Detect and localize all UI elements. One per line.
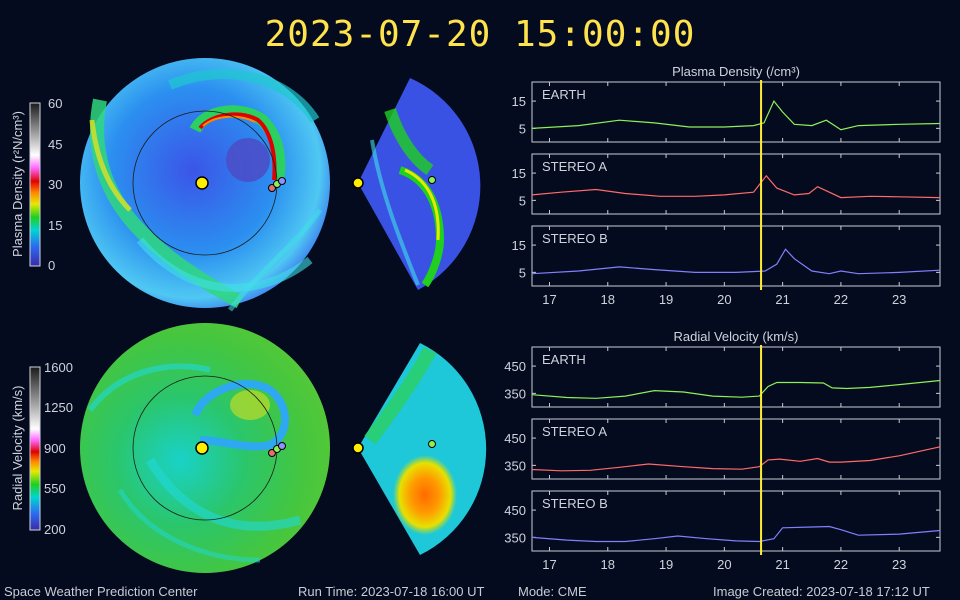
series-label: STEREO A bbox=[542, 424, 607, 439]
footer-runtime: Run Time: 2023-07-18 16:00 UT bbox=[298, 584, 485, 599]
x-tick-label: 17 bbox=[542, 557, 556, 572]
series-label: STEREO B bbox=[542, 231, 608, 246]
density-tick: 0 bbox=[48, 258, 55, 273]
page-title: 2023-07-20 15:00:00 bbox=[264, 14, 696, 55]
x-tick-label: 21 bbox=[775, 557, 789, 572]
plot-frame bbox=[531, 225, 941, 287]
density-colorbar bbox=[29, 102, 41, 267]
density-tick: 60 bbox=[48, 96, 62, 111]
x-tick-label: 22 bbox=[834, 557, 848, 572]
x-tick-label: 20 bbox=[717, 292, 731, 307]
series-label: STEREO A bbox=[542, 159, 607, 174]
density-ecliptic-view bbox=[80, 58, 330, 312]
velocity-tick: 200 bbox=[44, 522, 66, 537]
y-tick-label: 350 bbox=[504, 386, 526, 401]
series-line bbox=[531, 248, 941, 275]
velocity-colorbar bbox=[29, 366, 41, 531]
velocity-colorbar-label: Radial Velocity (km/s) bbox=[10, 386, 25, 511]
density-colorbar-label: Plasma Density (r²N/cm³) bbox=[10, 111, 25, 257]
series-label: STEREO B bbox=[542, 496, 608, 511]
y-tick-label: 15 bbox=[512, 94, 526, 109]
footer-mode: Mode: CME bbox=[518, 584, 587, 599]
x-tick-label: 23 bbox=[892, 292, 906, 307]
x-tick-label: 19 bbox=[659, 292, 673, 307]
series-label: EARTH bbox=[542, 87, 586, 102]
plot-frame bbox=[531, 153, 941, 215]
velocity-tick: 550 bbox=[44, 481, 66, 496]
x-tick-label: 18 bbox=[601, 557, 615, 572]
density-colorbar-ticks: 60 45 30 15 0 bbox=[48, 96, 62, 273]
density-tick: 30 bbox=[48, 177, 62, 192]
footer-org: Space Weather Prediction Center bbox=[4, 584, 198, 599]
series-line bbox=[531, 525, 941, 543]
velocity-tick: 1250 bbox=[44, 400, 73, 415]
velocity-meridional-view bbox=[352, 343, 487, 555]
x-tick-label: 17 bbox=[542, 292, 556, 307]
series-line bbox=[531, 379, 941, 399]
y-tick-label: 450 bbox=[504, 359, 526, 374]
x-tick-label: 19 bbox=[659, 557, 673, 572]
plot-frame bbox=[531, 81, 941, 143]
chart-title: Plasma Density (/cm³) bbox=[672, 64, 800, 79]
x-tick-label: 22 bbox=[834, 292, 848, 307]
density-tick: 45 bbox=[48, 137, 62, 152]
chart-title: Radial Velocity (km/s) bbox=[674, 329, 799, 344]
x-tick-label: 23 bbox=[892, 557, 906, 572]
y-tick-label: 5 bbox=[519, 121, 526, 136]
series-line bbox=[531, 446, 941, 472]
velocity-tick: 1600 bbox=[44, 360, 73, 375]
x-tick-label: 20 bbox=[717, 557, 731, 572]
series-label: EARTH bbox=[542, 352, 586, 367]
series-line bbox=[531, 174, 941, 199]
y-tick-label: 450 bbox=[504, 431, 526, 446]
model-panels: 60 45 30 15 0 Plasma Density (r²N/cm³) 1… bbox=[10, 58, 487, 573]
y-tick-label: 350 bbox=[504, 530, 526, 545]
x-tick-label: 18 bbox=[601, 292, 615, 307]
x-tick-label: 21 bbox=[775, 292, 789, 307]
velocity-colorbar-ticks: 1600 1250 900 550 200 bbox=[44, 360, 73, 537]
y-tick-label: 5 bbox=[519, 193, 526, 208]
footer-created: Image Created: 2023-07-18 17:12 UT bbox=[713, 584, 930, 599]
velocity-tick: 900 bbox=[44, 441, 66, 456]
series-line bbox=[531, 99, 941, 131]
y-tick-label: 350 bbox=[504, 458, 526, 473]
y-tick-label: 15 bbox=[512, 238, 526, 253]
velocity-ecliptic-view bbox=[80, 323, 330, 573]
density-tick: 15 bbox=[48, 218, 62, 233]
y-tick-label: 5 bbox=[519, 265, 526, 280]
y-tick-label: 450 bbox=[504, 503, 526, 518]
y-tick-label: 15 bbox=[512, 166, 526, 181]
density-meridional-view bbox=[352, 78, 481, 290]
time-series-plots: Plasma Density (/cm³) 5 15 EARTH 5 15 STEREO A… bbox=[504, 64, 941, 572]
